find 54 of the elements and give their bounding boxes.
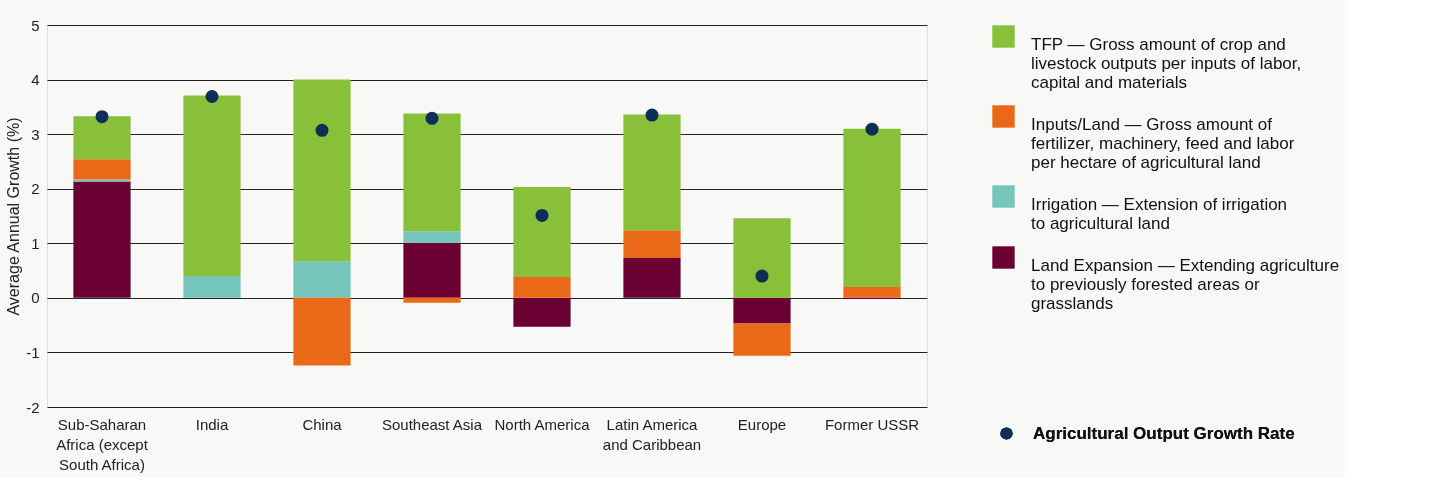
bar	[403, 231, 461, 243]
legend-label: Irrigation — Extension of irrigation to agricultural land	[1031, 194, 1288, 233]
y-tick-label: 5	[31, 16, 40, 34]
point	[205, 89, 219, 103]
y-tick-label: 1	[31, 234, 40, 252]
bar	[623, 258, 681, 298]
legend-label: Inputs/Land — Gross amount of fertilizer, machinery, feed and labor per hectare of agricultural land	[1031, 114, 1295, 172]
x-tick-label: Sub-Saharan Africa (except South Africa)	[56, 415, 149, 473]
y-tick-label: 0	[31, 289, 40, 307]
bar	[403, 297, 461, 303]
y-tick-label: -2	[26, 398, 40, 416]
bar	[733, 218, 791, 298]
y-tick-label: 2	[31, 180, 40, 198]
legend-label: Land Expansion — Extending agriculture to previously forested areas or grasslands	[1031, 255, 1340, 313]
bar	[183, 95, 241, 277]
point	[425, 111, 439, 125]
bar	[73, 179, 131, 182]
bar	[183, 276, 241, 298]
bar	[293, 297, 351, 366]
bar	[73, 181, 131, 298]
bar	[403, 113, 461, 232]
point	[865, 122, 879, 136]
bar	[73, 159, 131, 180]
x-tick-label: Former USSR	[824, 415, 920, 433]
point	[315, 123, 329, 137]
x-tick-label: India	[195, 415, 229, 433]
bar	[733, 297, 791, 324]
bar	[733, 323, 791, 356]
y-tick-label: 3	[31, 125, 40, 143]
legend-label: TFP — Gross amount of crop and livestock outputs per inputs of labor, capital and materials	[1031, 34, 1302, 92]
bar	[293, 79, 351, 262]
y-axis-title: Average Annual Growth (%)	[5, 117, 23, 316]
bar	[843, 286, 901, 298]
bar	[843, 128, 901, 287]
point	[755, 269, 769, 283]
bar	[623, 230, 681, 259]
legend-label: Agricultural Output Growth Rate	[1033, 423, 1295, 443]
x-tick-label: Latin America and Caribbean	[602, 415, 702, 453]
point	[535, 208, 549, 222]
bar	[513, 187, 571, 278]
x-tick-label: Southeast Asia	[381, 415, 483, 433]
x-tick-label: North America	[494, 415, 591, 433]
bar	[513, 277, 571, 298]
point	[645, 108, 659, 122]
point	[95, 110, 109, 124]
y-tick-label: -1	[26, 343, 40, 361]
bar	[293, 261, 351, 298]
bar	[403, 242, 461, 298]
x-tick-label: Europe	[737, 415, 787, 433]
bar	[623, 114, 681, 231]
bar	[73, 116, 131, 160]
x-tick-label: China	[302, 415, 343, 433]
bar	[513, 297, 571, 327]
y-tick-label: 4	[31, 71, 40, 89]
